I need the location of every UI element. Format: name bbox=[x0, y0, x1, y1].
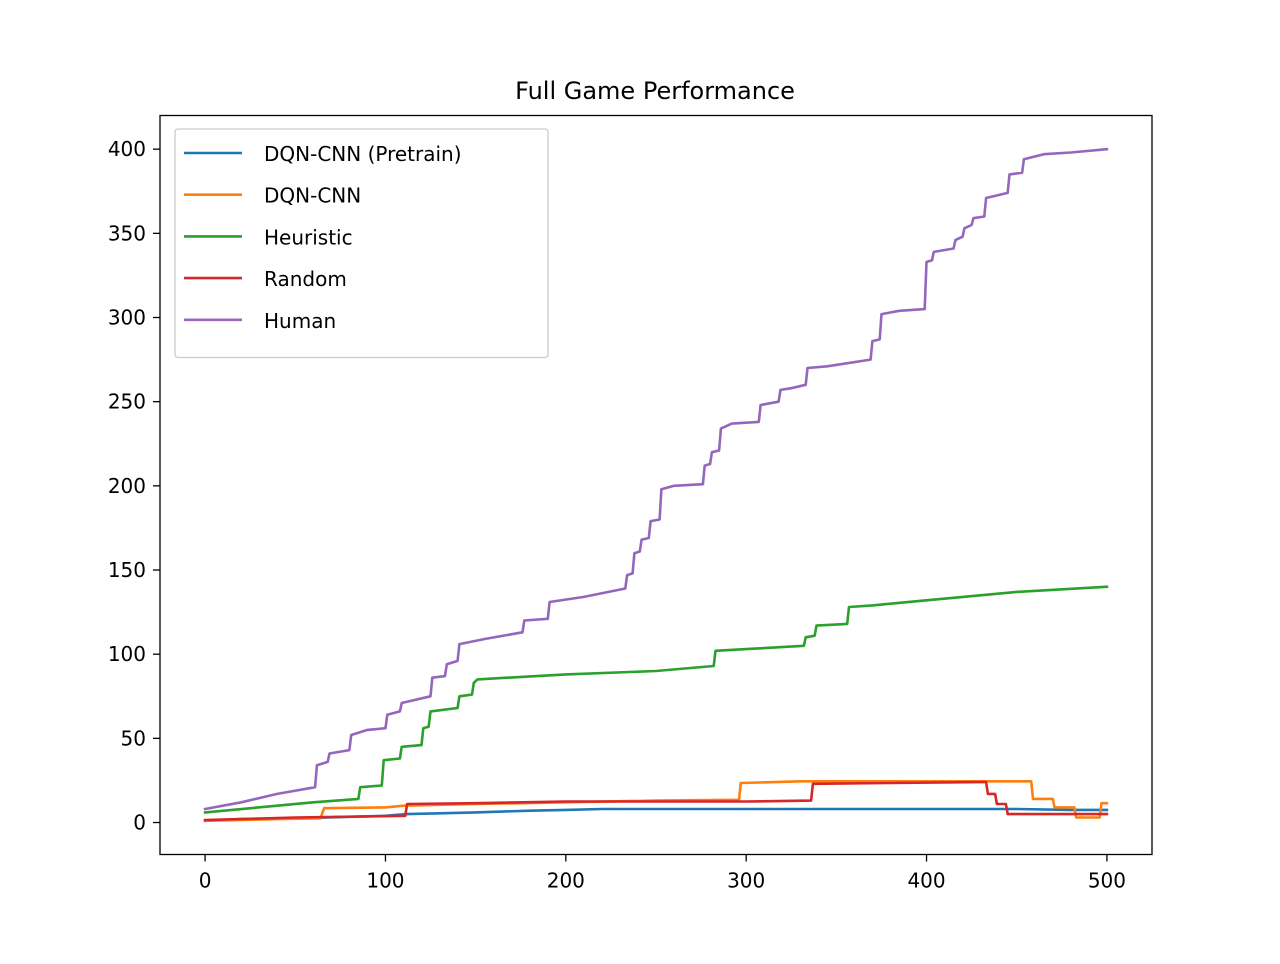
y-tick-label-5: 250 bbox=[108, 390, 146, 414]
legend-label-4: Human bbox=[264, 309, 336, 333]
x-tick-label-0: 0 bbox=[199, 869, 212, 893]
legend-label-1: DQN-CNN bbox=[264, 184, 361, 208]
series-layer bbox=[203, 147, 1109, 823]
series-line-0 bbox=[203, 807, 1109, 823]
series-line-2 bbox=[203, 585, 1109, 814]
y-tick-label-4: 200 bbox=[108, 474, 146, 498]
x-tick-label-5: 500 bbox=[1088, 869, 1126, 893]
x-axis: 0 100 200 300 400 500 bbox=[199, 854, 1126, 893]
plot-frame bbox=[159, 114, 1153, 856]
x-tick-label-3: 300 bbox=[727, 869, 765, 893]
x-tick-label-4: 400 bbox=[907, 869, 945, 893]
legend-label-0: DQN-CNN (Pretrain) bbox=[264, 142, 462, 166]
y-axis: 0 50 100 150 200 250 300 350 400 bbox=[108, 137, 160, 835]
y-tick-label-6: 300 bbox=[108, 306, 146, 330]
legend: DQN-CNN (Pretrain) DQN-CNN Heuristic Random… bbox=[174, 128, 549, 359]
series-line-4 bbox=[203, 147, 1109, 811]
series-line-3 bbox=[203, 780, 1109, 822]
y-tick-label-3: 150 bbox=[108, 558, 146, 582]
legend-label-3: Random bbox=[264, 267, 347, 291]
y-tick-label-2: 100 bbox=[108, 642, 146, 666]
y-tick-label-7: 350 bbox=[108, 221, 146, 245]
x-tick-label-2: 200 bbox=[547, 869, 585, 893]
legend-box bbox=[174, 128, 549, 359]
y-tick-label-0: 0 bbox=[133, 811, 146, 835]
x-tick-label-1: 100 bbox=[366, 869, 404, 893]
chart-title: Full Game Performance bbox=[515, 77, 795, 105]
legend-label-2: Heuristic bbox=[264, 225, 353, 249]
y-tick-label-1: 50 bbox=[121, 726, 146, 750]
series-line-1 bbox=[203, 779, 1109, 823]
y-tick-label-8: 400 bbox=[108, 137, 146, 161]
